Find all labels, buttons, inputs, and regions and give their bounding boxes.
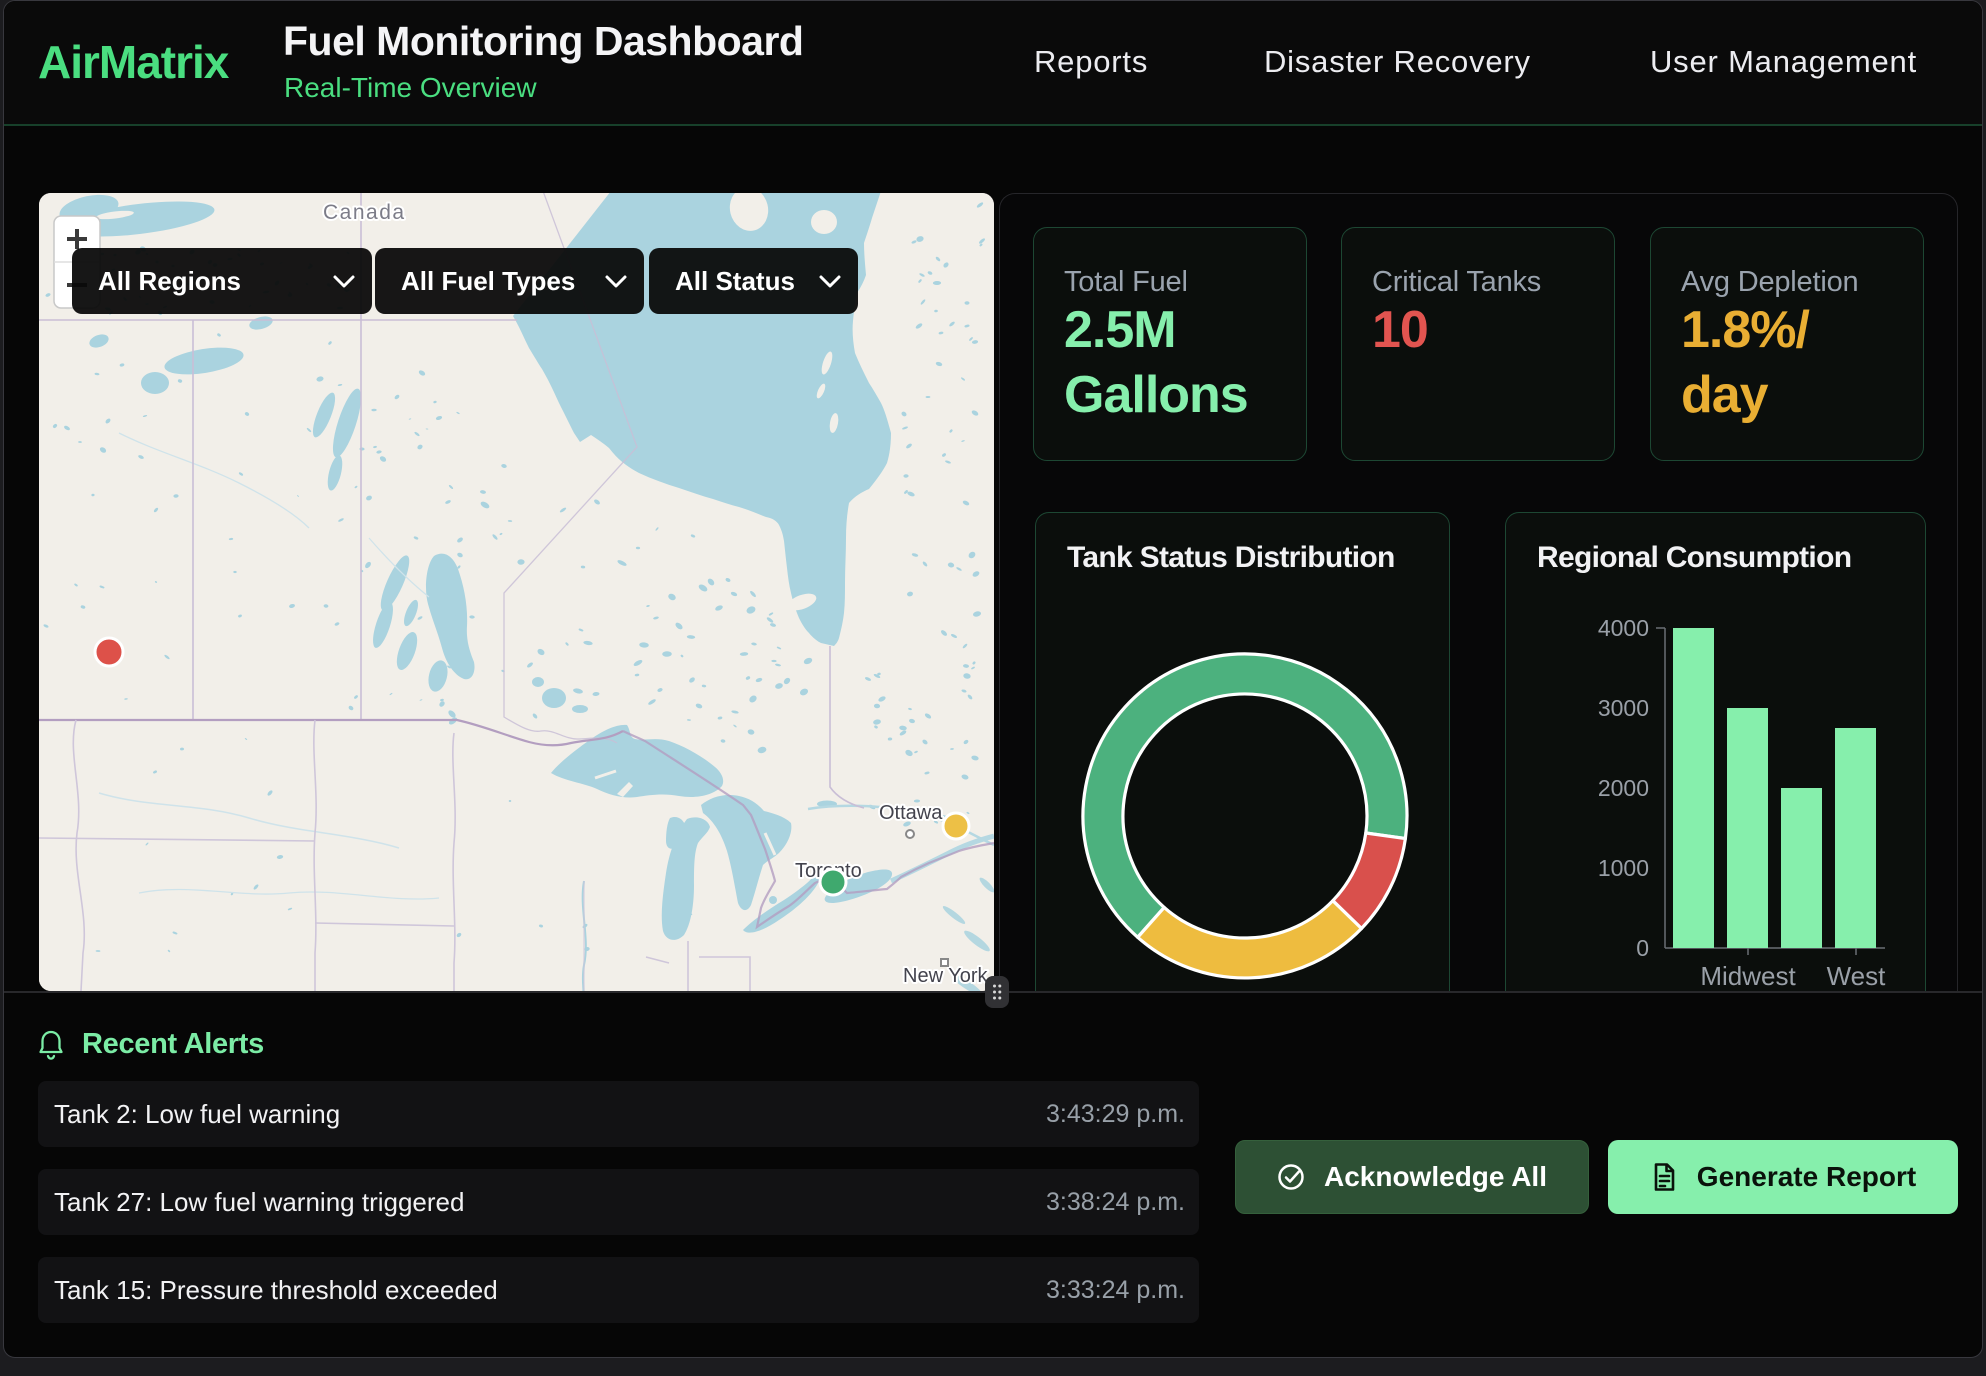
svg-text:4000: 4000 [1598, 615, 1649, 641]
svg-text:1000: 1000 [1598, 855, 1649, 881]
svg-text:Ottawa: Ottawa [879, 802, 943, 824]
svg-text:Midwest: Midwest [1700, 961, 1796, 991]
svg-text:2000: 2000 [1598, 775, 1649, 801]
svg-text:Canada: Canada [323, 201, 406, 224]
svg-text:0: 0 [1636, 935, 1649, 961]
svg-text:West: West [1827, 961, 1887, 991]
svg-text:New York: New York [903, 965, 988, 987]
svg-text:3000: 3000 [1598, 695, 1649, 721]
